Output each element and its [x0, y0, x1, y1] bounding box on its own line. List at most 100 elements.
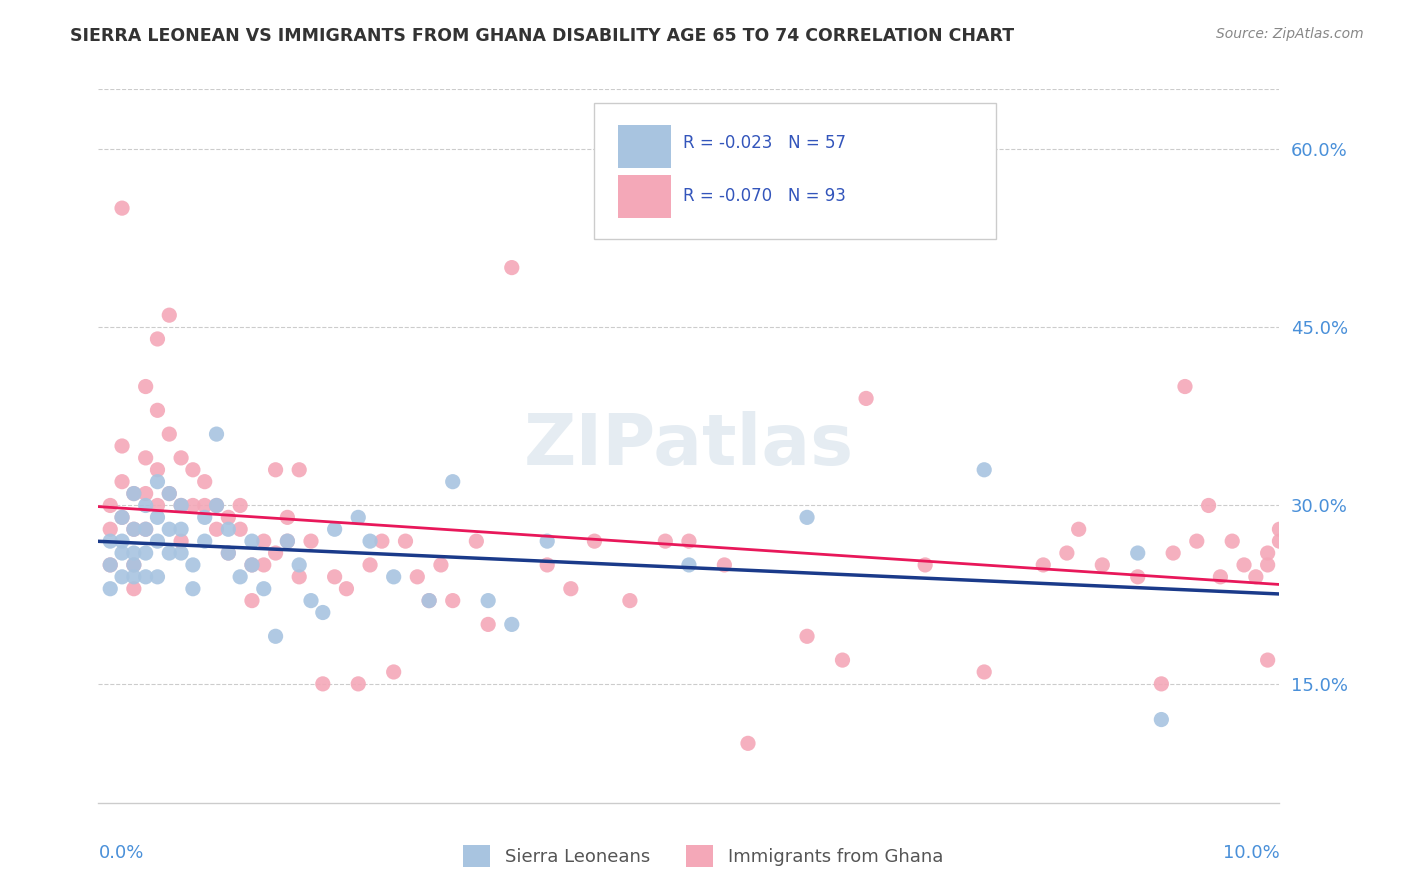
Point — [1257, 558, 1279, 572]
Point — [1257, 653, 1279, 667]
Point — [1126, 546, 1149, 560]
Point — [157, 427, 180, 442]
Point — [441, 475, 464, 489]
Point — [418, 593, 440, 607]
Point — [1150, 677, 1173, 691]
Point — [347, 510, 370, 524]
Point — [1257, 546, 1279, 560]
Point — [1174, 379, 1197, 393]
Point — [98, 534, 121, 549]
Point — [157, 546, 180, 560]
Point — [135, 499, 157, 513]
Point — [914, 558, 936, 572]
Point — [1161, 546, 1184, 560]
Bar — [619, 125, 671, 168]
Point — [465, 534, 488, 549]
Point — [1126, 570, 1149, 584]
Point — [170, 546, 193, 560]
Legend: Sierra Leoneans, Immigrants from Ghana: Sierra Leoneans, Immigrants from Ghana — [456, 838, 950, 874]
Point — [654, 534, 676, 549]
Point — [312, 677, 335, 691]
Point — [347, 677, 370, 691]
Point — [441, 593, 464, 607]
Point — [253, 534, 276, 549]
Text: SIERRA LEONEAN VS IMMIGRANTS FROM GHANA DISABILITY AGE 65 TO 74 CORRELATION CHAR: SIERRA LEONEAN VS IMMIGRANTS FROM GHANA … — [70, 27, 1014, 45]
Point — [135, 570, 157, 584]
Point — [217, 546, 239, 560]
Point — [194, 510, 217, 524]
Point — [122, 558, 145, 572]
Point — [323, 522, 346, 536]
Point — [1150, 713, 1173, 727]
Point — [217, 546, 239, 560]
Point — [194, 534, 217, 549]
Point — [146, 403, 169, 417]
Point — [181, 499, 204, 513]
Point — [98, 522, 121, 536]
Point — [240, 534, 263, 549]
Point — [855, 392, 877, 406]
Point — [111, 534, 134, 549]
Point — [1268, 522, 1291, 536]
Point — [1209, 570, 1232, 584]
Text: ZIPatlas: ZIPatlas — [524, 411, 853, 481]
Point — [288, 463, 311, 477]
Point — [323, 570, 346, 584]
Point — [1091, 558, 1114, 572]
Point — [135, 379, 157, 393]
Point — [229, 499, 252, 513]
Point — [135, 546, 157, 560]
Point — [276, 534, 298, 549]
Point — [477, 593, 499, 607]
Point — [157, 486, 180, 500]
Point — [111, 475, 134, 489]
Point — [146, 510, 169, 524]
Point — [796, 629, 818, 643]
Point — [1220, 534, 1243, 549]
Point — [359, 558, 381, 572]
Point — [157, 486, 180, 500]
Point — [394, 534, 416, 549]
Point — [678, 534, 700, 549]
Point — [146, 534, 169, 549]
Point — [560, 582, 582, 596]
Point — [122, 486, 145, 500]
Point — [382, 570, 405, 584]
Point — [406, 570, 429, 584]
Point — [253, 558, 276, 572]
Point — [264, 546, 287, 560]
Point — [205, 427, 228, 442]
Point — [122, 522, 145, 536]
Point — [713, 558, 735, 572]
Point — [135, 522, 157, 536]
Point — [135, 522, 157, 536]
Point — [312, 606, 335, 620]
Point — [430, 558, 453, 572]
Text: 0.0%: 0.0% — [98, 845, 143, 863]
Point — [359, 534, 381, 549]
Point — [217, 510, 239, 524]
Point — [157, 308, 180, 322]
Point — [146, 499, 169, 513]
Point — [619, 593, 641, 607]
Point — [181, 463, 204, 477]
Point — [229, 522, 252, 536]
Point — [170, 534, 193, 549]
Point — [583, 534, 606, 549]
Point — [194, 475, 217, 489]
Bar — [619, 175, 671, 218]
Point — [1056, 546, 1078, 560]
Text: R = -0.070   N = 93: R = -0.070 N = 93 — [683, 187, 846, 205]
Point — [229, 570, 252, 584]
Point — [536, 534, 558, 549]
Point — [217, 522, 239, 536]
Point — [536, 558, 558, 572]
Point — [477, 617, 499, 632]
Point — [501, 260, 523, 275]
Point — [146, 463, 169, 477]
Point — [122, 570, 145, 584]
Point — [146, 570, 169, 584]
Point — [135, 450, 157, 465]
Point — [122, 558, 145, 572]
Point — [205, 499, 228, 513]
